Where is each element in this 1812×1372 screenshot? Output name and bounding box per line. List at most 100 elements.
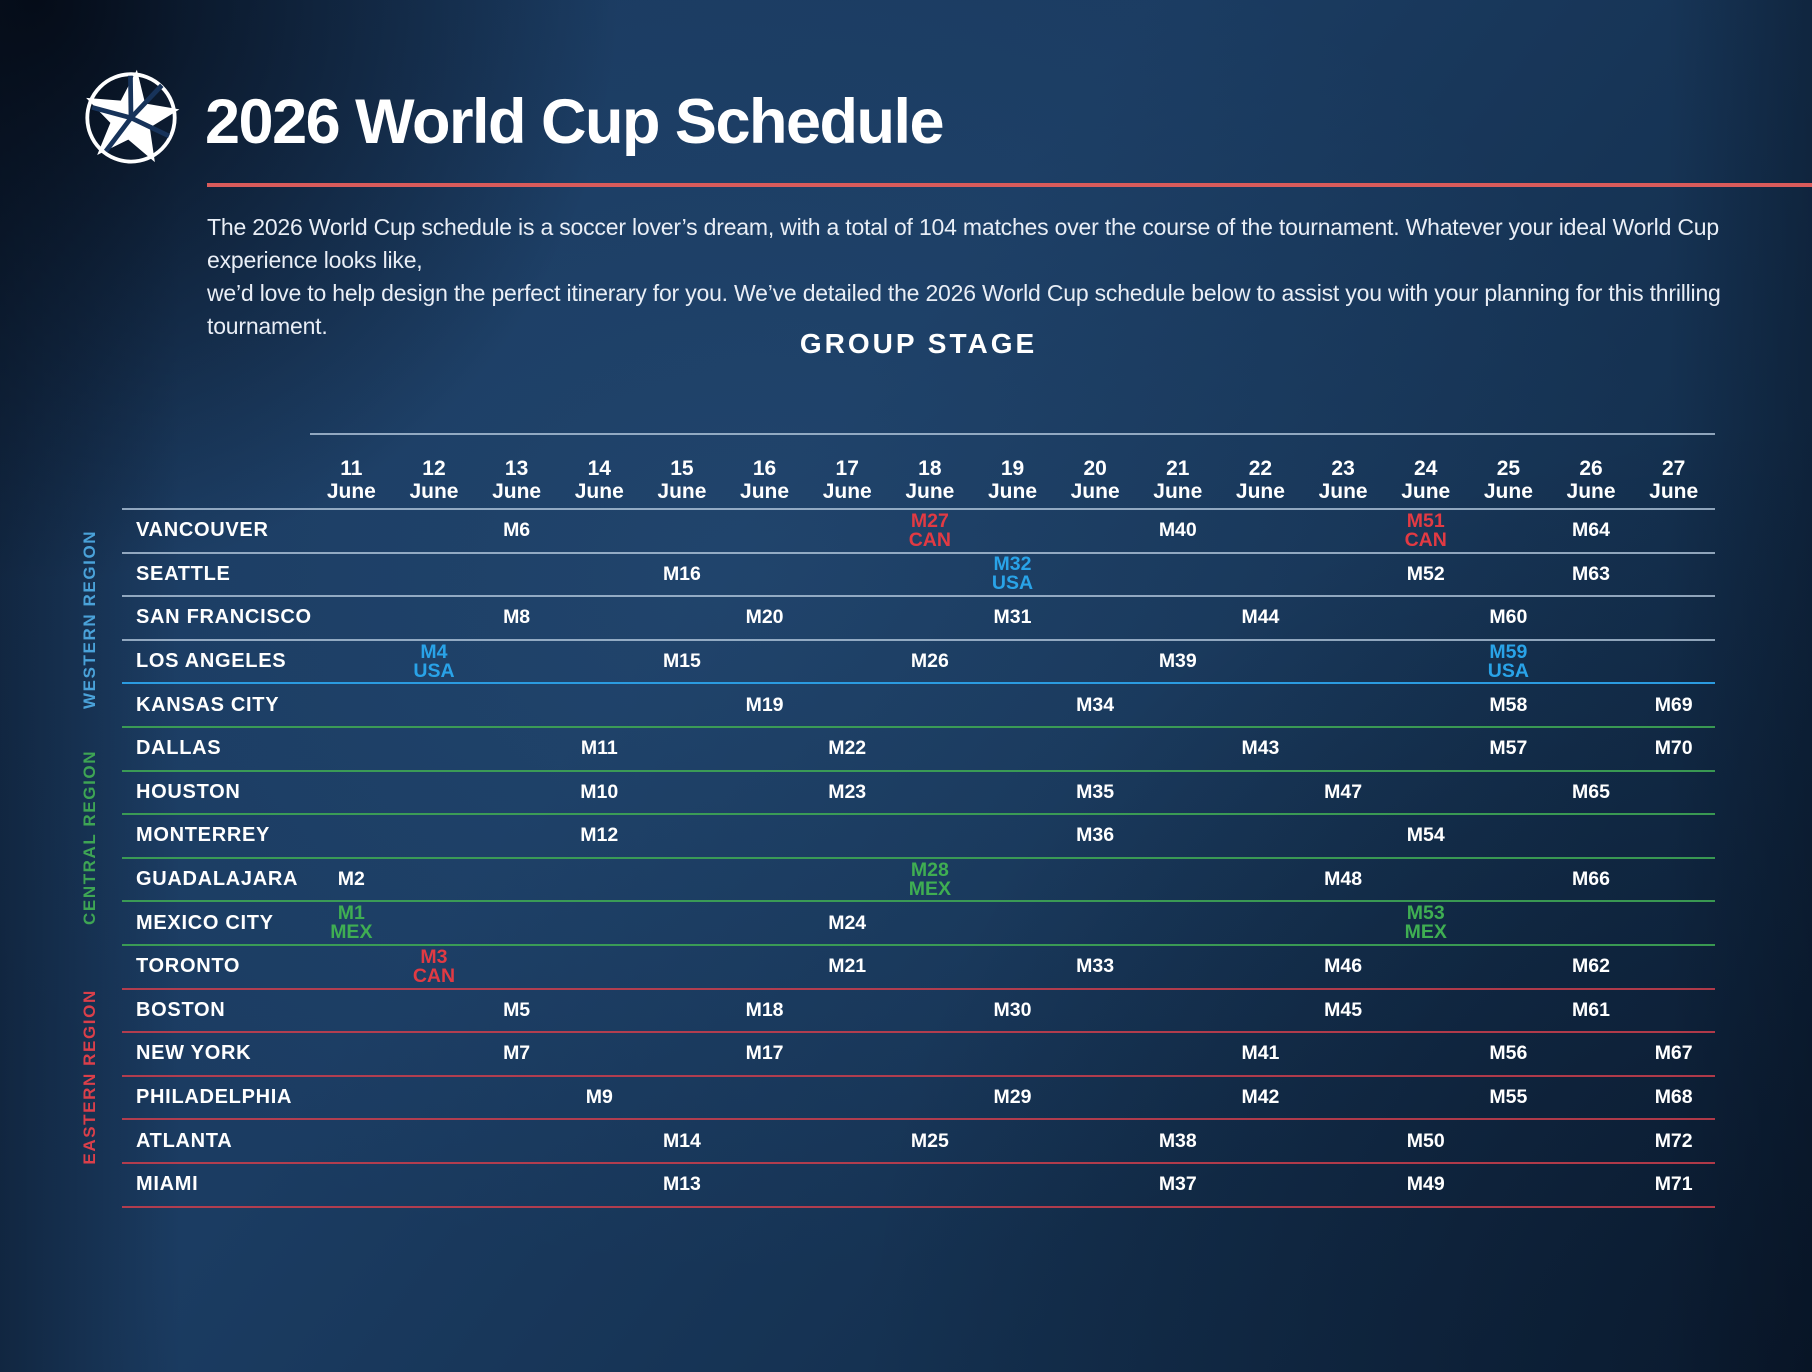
city-label: MONTERREY	[136, 824, 271, 847]
match-cell-m18: M18	[745, 998, 784, 1021]
city-row-toronto: TORONTO M3 CAN M21 M33 M46 M62	[122, 946, 1715, 990]
match-cell-m28: M28 MEX	[908, 858, 951, 900]
page-title: 2026 World Cup Schedule	[205, 87, 945, 157]
match-cell-m60: M60	[1489, 606, 1528, 629]
match-cell-m45: M45	[1324, 998, 1363, 1021]
match-cell-m38: M38	[1158, 1129, 1197, 1152]
city-label: DALLAS	[136, 737, 222, 760]
schedule-table: 11 June 12 June 13 June 14 June 15 June 16 June 17 Ju…	[122, 433, 1715, 1208]
date-header-13-june: 13 June	[492, 457, 542, 503]
match-cell-m9: M9	[585, 1086, 613, 1109]
city-label: BOSTON	[136, 998, 226, 1021]
match-cell-m52: M52	[1406, 562, 1445, 585]
match-cell-m15: M15	[662, 650, 701, 673]
match-cell-m35: M35	[1076, 780, 1115, 803]
match-cell-m72: M72	[1654, 1129, 1693, 1152]
match-cell-m2: M2	[337, 868, 365, 891]
match-cell-m43: M43	[1241, 737, 1280, 760]
city-row-boston: BOSTON M5 M18 M30 M45 M61	[122, 990, 1715, 1034]
match-cell-m59: M59 USA	[1487, 640, 1529, 682]
city-label: ATLANTA	[136, 1129, 233, 1152]
match-cell-m12: M12	[580, 824, 619, 847]
city-label: NEW YORK	[136, 1042, 252, 1065]
match-cell-m49: M49	[1406, 1173, 1445, 1196]
city-row-guadalajara: GUADALAJARA M2 M28 MEX M48 M66	[122, 859, 1715, 903]
match-cell-m62: M62	[1572, 955, 1610, 978]
match-cell-m67: M67	[1654, 1042, 1693, 1065]
city-row-miami: MIAMI M13 M37 M49 M71	[122, 1164, 1715, 1208]
match-cell-m1: M1 MEX	[330, 902, 373, 944]
match-cell-m17: M17	[745, 1042, 784, 1065]
match-cell-m20: M20	[745, 606, 784, 629]
city-label: VANCOUVER	[136, 519, 269, 542]
match-cell-m19: M19	[745, 693, 784, 716]
match-cell-m65: M65	[1572, 780, 1610, 803]
match-cell-m25: M25	[910, 1129, 949, 1152]
date-header-24-june: 24 June	[1401, 457, 1451, 503]
city-label: SEATTLE	[136, 562, 231, 585]
city-row-new-york: NEW YORK M7 M17 M41 M56 M67	[122, 1033, 1715, 1077]
match-cell-m32: M32 USA	[991, 553, 1034, 595]
city-row-kansas-city: KANSAS CITY M19 M34 M58 M69	[122, 684, 1715, 728]
date-header-23-june: 23 June	[1318, 457, 1368, 503]
match-cell-m50: M50	[1406, 1129, 1445, 1152]
city-row-atlanta: ATLANTA M14 M25 M38 M50 M72	[122, 1120, 1715, 1164]
date-header-18-june: 18 June	[905, 457, 955, 503]
match-cell-m46: M46	[1324, 955, 1363, 978]
match-cell-m21: M21	[828, 955, 867, 978]
city-label: LOS ANGELES	[136, 650, 287, 673]
date-header-21-june: 21 June	[1153, 457, 1203, 503]
match-cell-m7: M7	[503, 1042, 531, 1065]
city-row-philadelphia: PHILADELPHIA M9 M29 M42 M55 M68	[122, 1077, 1715, 1121]
title-underline	[207, 183, 1812, 187]
match-cell-m69: M69	[1654, 693, 1693, 716]
match-cell-m66: M66	[1572, 868, 1610, 891]
match-cell-m41: M41	[1241, 1042, 1280, 1065]
date-header-12-june: 12 June	[409, 457, 459, 503]
match-cell-m16: M16	[662, 562, 701, 585]
city-row-dallas: DALLAS M11 M22 M43 M57 M70	[122, 728, 1715, 772]
match-cell-m70: M70	[1654, 737, 1693, 760]
intro-line-2: we’d love to help design the perfect iti…	[207, 280, 1721, 339]
match-cell-m54: M54	[1406, 824, 1445, 847]
match-cell-m29: M29	[993, 1086, 1032, 1109]
date-header-17-june: 17 June	[822, 457, 872, 503]
city-label: MIAMI	[136, 1173, 199, 1196]
match-cell-m63: M63	[1572, 562, 1610, 585]
city-row-vancouver: VANCOUVER M6 M27 CAN M40 M51 CAN M64	[122, 510, 1715, 554]
match-cell-m26: M26	[910, 650, 949, 673]
date-header-16-june: 16 June	[740, 457, 790, 503]
match-cell-m8: M8	[503, 606, 531, 629]
match-cell-m6: M6	[503, 519, 531, 542]
match-cell-m71: M71	[1654, 1173, 1693, 1196]
city-row-san-francisco: SAN FRANCISCO M8 M20 M31 M44 M60	[122, 597, 1715, 641]
match-cell-m30: M30	[993, 998, 1032, 1021]
match-cell-m22: M22	[828, 737, 867, 760]
city-row-mexico-city: MEXICO CITY M1 MEX M24 M53 MEX	[122, 902, 1715, 946]
date-header-11-june: 11 June	[326, 457, 376, 503]
match-cell-m44: M44	[1241, 606, 1280, 629]
city-label: GUADALAJARA	[136, 868, 299, 891]
date-header-27-june: 27 June	[1649, 457, 1699, 503]
date-header-20-june: 20 June	[1070, 457, 1120, 503]
match-cell-m58: M58	[1489, 693, 1528, 716]
city-label: TORONTO	[136, 955, 241, 978]
dates-row: 11 June 12 June 13 June 14 June 15 June 16 June 17 Ju…	[122, 433, 1715, 510]
match-cell-m53: M53 MEX	[1404, 902, 1447, 944]
match-cell-m24: M24	[828, 911, 867, 934]
match-cell-m61: M61	[1572, 998, 1610, 1021]
match-cell-m36: M36	[1076, 824, 1115, 847]
match-cell-m34: M34	[1076, 693, 1115, 716]
match-cell-m56: M56	[1489, 1042, 1528, 1065]
date-header-22-june: 22 June	[1235, 457, 1285, 503]
region-label-central: CENTRAL REGION	[80, 749, 99, 925]
match-cell-m14: M14	[662, 1129, 701, 1152]
match-cell-m27: M27 CAN	[908, 509, 951, 551]
date-header-25-june: 25 June	[1483, 457, 1533, 503]
region-labels: WESTERN REGION CENTRAL REGION EASTERN REGI…	[80, 510, 106, 1208]
city-row-monterrey: MONTERREY M12 M36 M54	[122, 815, 1715, 859]
city-label: HOUSTON	[136, 780, 241, 803]
match-cell-m55: M55	[1489, 1086, 1528, 1109]
city-row-los-angeles: LOS ANGELES M4 USA M15 M26 M39 M59 USA	[122, 641, 1715, 685]
match-cell-m5: M5	[503, 998, 531, 1021]
